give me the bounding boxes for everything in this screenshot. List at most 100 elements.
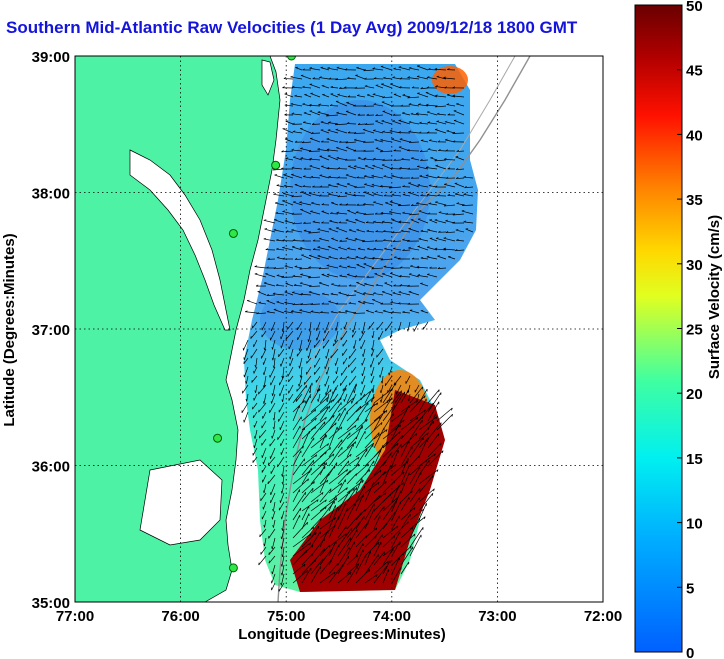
velocity-vector	[408, 228, 420, 233]
velocity-vector-head	[347, 77, 350, 79]
velocity-vector-head	[272, 508, 274, 512]
velocity-vector-head	[436, 120, 440, 122]
velocity-vector-head	[373, 192, 376, 195]
velocity-vector	[271, 321, 276, 332]
velocity-vector	[409, 487, 421, 503]
velocity-vector-head	[397, 302, 401, 305]
velocity-vector	[263, 366, 267, 375]
velocity-vector-head	[397, 443, 399, 446]
velocity-vector	[417, 92, 429, 98]
velocity-vector	[435, 105, 447, 108]
velocity-vector	[319, 559, 332, 575]
velocity-vector	[253, 366, 258, 374]
velocity-vector	[416, 266, 429, 269]
velocity-vector	[292, 222, 303, 225]
velocity-vector	[328, 482, 342, 494]
velocity-vector	[303, 375, 312, 385]
velocity-vector	[409, 386, 423, 404]
velocity-vector	[400, 433, 418, 449]
velocity-vector	[391, 138, 402, 143]
velocity-vector-head	[314, 426, 317, 430]
x-tick-label: 75:00	[267, 608, 305, 625]
velocity-vector	[357, 157, 366, 161]
velocity-vector-head	[383, 265, 387, 268]
velocity-vector	[301, 481, 315, 494]
velocity-vector	[382, 464, 392, 485]
velocity-vector	[271, 582, 276, 591]
velocity-vector	[417, 65, 429, 71]
velocity-vector	[310, 517, 322, 530]
velocity-vector	[417, 218, 429, 224]
velocity-vector	[320, 129, 330, 134]
velocity-vector	[419, 122, 429, 125]
velocity-vector	[266, 311, 276, 314]
velocity-vector	[355, 463, 369, 476]
velocity-vector-head	[334, 339, 336, 343]
velocity-vector	[259, 429, 267, 439]
velocity-vector	[353, 195, 366, 197]
velocity-vector-head	[428, 184, 432, 186]
velocity-vector-head	[391, 174, 394, 177]
velocity-vector	[381, 291, 393, 296]
slow-core	[290, 100, 430, 280]
velocity-vector	[261, 321, 267, 331]
velocity-vector-head	[420, 139, 424, 141]
velocity-vector-head	[273, 193, 276, 195]
velocity-vector	[445, 231, 456, 234]
velocity-vector-head	[321, 492, 324, 495]
velocity-vector	[400, 425, 415, 440]
velocity-vector	[317, 255, 330, 260]
velocity-vector	[380, 393, 384, 403]
velocity-vector	[287, 321, 294, 330]
velocity-vector	[434, 219, 447, 224]
velocity-vector-head	[357, 157, 361, 159]
velocity-vector	[362, 240, 375, 243]
velocity-vector	[292, 275, 303, 278]
velocity-vector	[301, 254, 312, 260]
velocity-vector-head	[419, 175, 423, 177]
velocity-vector	[319, 175, 330, 179]
velocity-vector-head	[447, 194, 451, 196]
velocity-vector	[275, 284, 285, 287]
velocity-vector	[400, 561, 410, 575]
velocity-vector-head	[393, 158, 396, 161]
velocity-vector	[301, 532, 317, 548]
velocity-vector	[420, 230, 429, 233]
velocity-vector-head	[329, 220, 332, 222]
velocity-vector	[273, 267, 285, 269]
velocity-vector	[316, 330, 321, 341]
velocity-vector-head	[399, 166, 402, 169]
velocity-vector-head	[364, 183, 367, 185]
colorbar-tick-label: 15	[686, 451, 703, 468]
velocity-vector-head	[368, 469, 370, 473]
velocity-vector-head	[399, 424, 402, 428]
velocity-vector-head	[318, 103, 321, 106]
velocity-vector-head	[299, 309, 302, 311]
velocity-vector	[328, 176, 339, 179]
velocity-vector-head	[380, 399, 382, 403]
velocity-vector-head	[355, 211, 359, 213]
velocity-vector	[363, 292, 375, 296]
velocity-vector	[284, 265, 294, 269]
velocity-vector	[278, 348, 285, 357]
velocity-vector	[262, 411, 267, 419]
velocity-vector	[310, 499, 327, 512]
velocity-vector-head	[272, 292, 276, 295]
velocity-vector	[292, 533, 312, 548]
station-marker	[286, 56, 296, 61]
velocity-vector	[270, 447, 276, 459]
velocity-vector	[368, 321, 375, 329]
velocity-vector	[311, 202, 321, 206]
x-tick-label: 76:00	[161, 608, 199, 625]
velocity-vector	[356, 67, 366, 71]
velocity-vector	[354, 384, 357, 393]
velocity-vector-head	[307, 339, 309, 342]
velocity-vector	[292, 507, 302, 521]
velocity-vector-head	[308, 291, 312, 293]
velocity-vector	[320, 312, 330, 314]
velocity-vector	[292, 400, 305, 413]
velocity-vector-head	[446, 129, 450, 132]
velocity-vector-head	[271, 346, 273, 350]
velocity-vector	[339, 258, 348, 260]
velocity-vector-head	[354, 237, 358, 240]
